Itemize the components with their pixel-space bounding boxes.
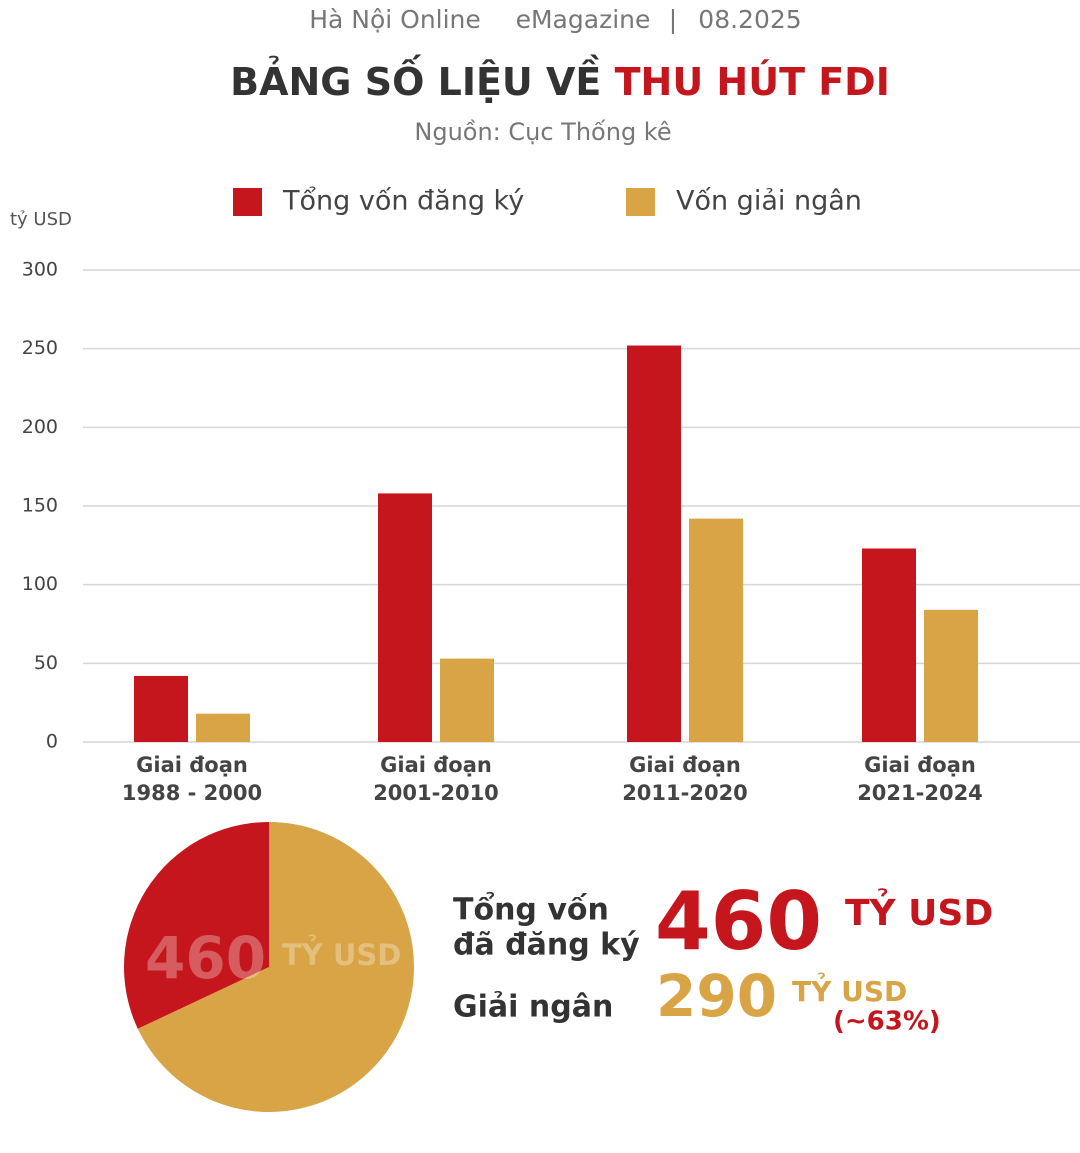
y-tick-label: 300 <box>22 259 58 281</box>
pie-annotation-value: 460 <box>145 924 266 992</box>
bar <box>196 713 250 742</box>
bar <box>134 675 188 742</box>
x-tick-label: Giai đoạn <box>629 753 741 777</box>
x-tick-label: Giai đoạn <box>136 753 248 777</box>
y-tick-label: 150 <box>22 495 58 517</box>
bar <box>378 493 432 742</box>
pie-slice <box>123 822 269 1029</box>
bar <box>924 609 978 742</box>
title-part: THU HÚT FDI <box>615 60 890 104</box>
x-tick-label: 2021-2024 <box>857 781 983 805</box>
source: Nguồn: Cục Thống kê <box>414 118 671 146</box>
summary-value: 460 <box>655 875 822 968</box>
legend-swatch <box>233 188 262 216</box>
summary-label: Tổng vốn <box>453 892 609 928</box>
pie-annotation-unit: TỶ USD <box>282 935 401 972</box>
y-tick-label: 50 <box>34 652 58 674</box>
title-part: BẢNG SỐ LIỆU VỀ <box>230 55 601 104</box>
title: BẢNG SỐ LIỆU VỀ THU HÚT FDI <box>230 55 890 104</box>
date: 08.2025 <box>698 5 801 34</box>
x-tick-label: 2001-2010 <box>373 781 499 805</box>
summary-unit: TỶ USD <box>845 888 993 934</box>
magazine: eMagazine <box>516 5 651 34</box>
summary-label: đã đăng ký <box>453 928 640 963</box>
y-tick-label: 100 <box>22 573 58 595</box>
legend-label: Tổng vốn đăng ký <box>282 186 524 217</box>
summary-share: (~63%) <box>833 1007 941 1037</box>
x-tick-label: Giai đoạn <box>380 753 492 777</box>
x-tick-label: 2011-2020 <box>622 781 748 805</box>
site: Hà Nội Online <box>309 5 481 34</box>
bar <box>440 658 494 742</box>
y-tick-label: 0 <box>46 731 58 753</box>
bar <box>689 518 743 742</box>
separator: | <box>669 5 677 34</box>
y-tick-label: 200 <box>22 416 58 438</box>
x-tick-label: Giai đoạn <box>864 753 976 777</box>
bar <box>862 548 916 742</box>
y-tick-label: 250 <box>22 337 58 359</box>
bar <box>627 345 681 742</box>
pie-slice <box>137 822 414 1112</box>
y-axis-label: tỷ USD <box>10 209 72 230</box>
summary-value: 290 <box>656 962 777 1030</box>
x-tick-label: 1988 - 2000 <box>122 781 262 805</box>
legend-swatch <box>626 188 655 216</box>
legend-label: Vốn giải ngân <box>676 186 862 217</box>
summary-label: Giải ngân <box>453 990 613 1025</box>
summary-unit: TỶ USD <box>792 971 907 1008</box>
